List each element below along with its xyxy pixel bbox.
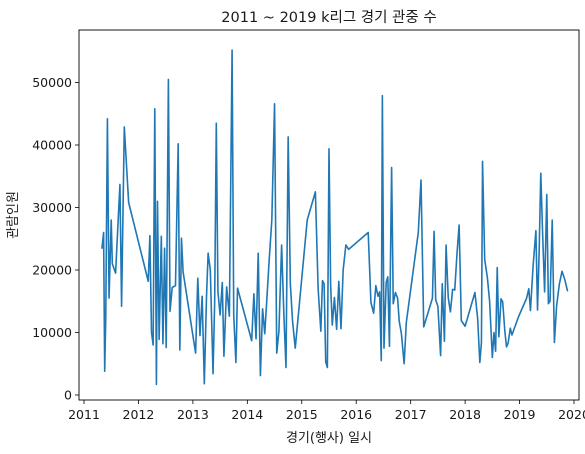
y-tick-label: 0: [64, 388, 72, 403]
x-tick-label: 2012: [123, 407, 155, 422]
series-line-0: [101, 49, 569, 386]
x-tick-label: 2015: [286, 407, 318, 422]
x-tick-label: 2019: [504, 407, 536, 422]
chart-title: 2011 ~ 2019 k리그 경기 관중 수: [221, 9, 436, 26]
y-tick-label: 50000: [32, 75, 72, 90]
y-tick-label: 10000: [32, 325, 72, 340]
y-axis: 0 10000 20000 30000 40000 50000: [32, 75, 79, 403]
x-axis-title: 경기(행사) 일시: [286, 430, 372, 446]
x-tick-label: 2018: [449, 407, 481, 422]
x-tick-label: 2014: [231, 407, 263, 422]
y-tick-label: 30000: [32, 200, 72, 215]
x-tick-label: 2013: [177, 407, 209, 422]
plot-frame: [78, 29, 580, 401]
y-tick-label: 20000: [32, 263, 72, 278]
y-axis-title: 관람인원: [6, 191, 21, 239]
plot-area: [101, 49, 569, 386]
y-tick-label: 40000: [32, 138, 72, 153]
x-tick-label: 2011: [68, 407, 100, 422]
x-tick-label: 2016: [340, 407, 372, 422]
x-tick-label: 2017: [395, 407, 427, 422]
